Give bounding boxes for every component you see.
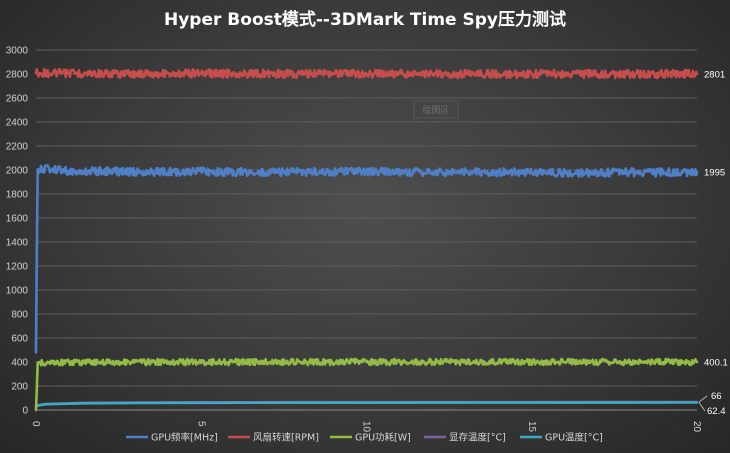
x-tick-label: 15 [526, 421, 537, 433]
legend-label: GPU功耗[W] [355, 433, 411, 444]
y-tick-label: 1000 [6, 286, 29, 297]
y-tick-label: 1800 [6, 190, 29, 201]
gridlines [36, 49, 697, 387]
y-tick-label: 2200 [6, 142, 29, 153]
x-tick-label: 5 [195, 421, 206, 427]
y-tick-label: 0 [22, 406, 28, 417]
y-tick-label: 3000 [6, 46, 29, 57]
leader-line [698, 395, 708, 403]
end-value-label: 62.4 [707, 406, 726, 417]
series-line [34, 357, 699, 412]
legend: GPU频率[MHz] 风扇转速[RPM] GPU功耗[W] 显存温度[°C] GPU温度… [126, 432, 603, 444]
end-value-label: 66 [711, 391, 722, 402]
watermark-label: 绘图区 [422, 104, 449, 116]
y-tick-label: 2000 [6, 166, 29, 177]
series-line [34, 401, 699, 408]
legend-label: 风扇转速[RPM] [253, 432, 319, 444]
y-tick-label: 1200 [6, 262, 29, 273]
legend-label: GPU频率[MHz] [151, 432, 218, 444]
series-line [34, 67, 699, 80]
end-value-label: 400.1 [704, 358, 728, 369]
y-tick-label: 200 [11, 382, 28, 393]
end-value-label: 1995 [704, 167, 725, 178]
y-tick-label: 800 [11, 310, 28, 321]
y-tick-label: 2600 [6, 94, 29, 105]
y-tick-label: 1400 [6, 238, 29, 249]
legend-label: GPU温度[°C] [545, 432, 603, 444]
y-tick-label: 600 [11, 334, 28, 345]
y-tick-label: 1600 [6, 214, 29, 225]
leader-line [698, 402, 706, 412]
x-tick-label: 10 [361, 421, 372, 433]
end-value-label: 2801 [704, 69, 725, 80]
y-tick-label: 2400 [6, 118, 29, 129]
y-tick-label: 400 [11, 358, 28, 369]
legend-label: 显存温度[°C] [449, 432, 506, 444]
axes: 0200400600800100012001400160018002000220… [6, 46, 702, 433]
series-line [34, 164, 699, 354]
series-lines [34, 67, 699, 412]
plot-area-watermark: 绘图区 [413, 100, 459, 119]
x-tick-label: 0 [30, 421, 41, 427]
chart-title: Hyper Boost模式--3DMark Time Spy压力测试 [164, 9, 566, 30]
y-tick-label: 2800 [6, 70, 29, 81]
x-tick-label: 20 [691, 421, 702, 433]
end-labels: 1995 2801 400.1 66 62.4 [698, 69, 728, 417]
